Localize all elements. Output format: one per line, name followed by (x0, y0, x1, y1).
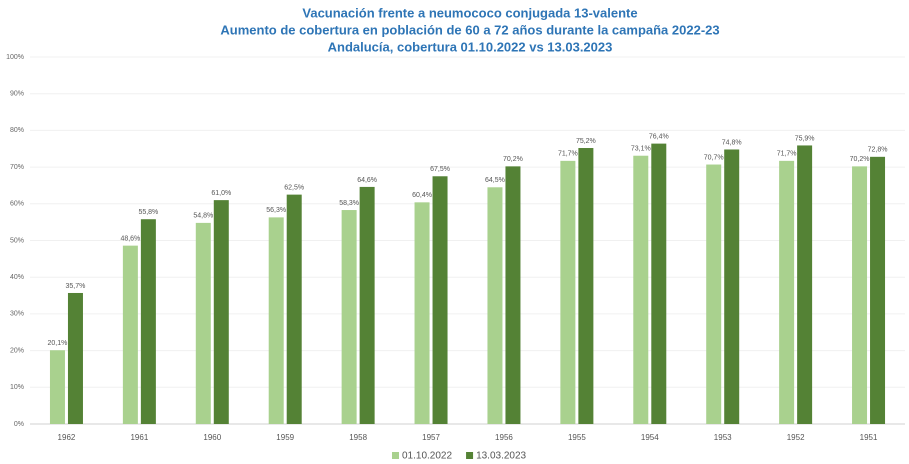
bar (852, 166, 868, 424)
bar (651, 143, 667, 424)
bar (578, 148, 594, 425)
bar (560, 160, 576, 424)
bar (797, 145, 813, 424)
value-label: 20,1% (48, 340, 68, 347)
value-label: 71,7% (558, 151, 578, 158)
value-label: 76,4% (649, 133, 669, 140)
value-label: 48,6% (120, 235, 140, 242)
value-label: 64,6% (357, 177, 377, 184)
y-tick-label: 0% (14, 421, 24, 428)
value-label: 74,8% (722, 139, 742, 146)
y-tick-label: 30% (10, 311, 24, 318)
x-tick-label: 1960 (203, 433, 221, 442)
value-label: 70,7% (704, 154, 724, 161)
x-tick-label: 1958 (349, 433, 367, 442)
legend-swatch (392, 452, 399, 459)
x-tick-label: 1952 (787, 433, 805, 442)
y-tick-label: 40% (10, 274, 24, 281)
y-tick-label: 20% (10, 347, 24, 354)
bar (195, 222, 211, 424)
bar (359, 186, 375, 424)
value-label: 60,4% (412, 192, 432, 199)
value-label: 75,9% (795, 135, 815, 142)
y-tick-label: 80% (10, 127, 24, 134)
value-label: 55,8% (138, 209, 158, 216)
legend-label: 13.03.2023 (476, 451, 526, 462)
x-tick-label: 1951 (860, 433, 878, 442)
bar (487, 187, 503, 424)
chart-title: Aumento de cobertura en población de 60 … (220, 22, 719, 37)
value-label: 71,7% (777, 151, 797, 158)
bar (122, 245, 138, 424)
bar (870, 156, 886, 424)
x-tick-label: 1962 (58, 433, 76, 442)
x-tick-label: 1961 (130, 433, 148, 442)
y-tick-label: 60% (10, 201, 24, 208)
y-tick-label: 90% (10, 91, 24, 98)
bar (432, 176, 448, 424)
chart-title: Andalucía, cobertura 01.10.2022 vs 13.03… (328, 39, 613, 54)
value-label: 75,2% (576, 138, 596, 145)
bar (414, 202, 430, 424)
bar (505, 166, 521, 424)
bar (213, 200, 229, 424)
bar (140, 219, 156, 424)
y-tick-label: 70% (10, 164, 24, 171)
value-label: 73,1% (631, 146, 651, 153)
y-tick-label: 50% (10, 237, 24, 244)
bar (286, 194, 302, 424)
x-tick-label: 1957 (422, 433, 440, 442)
bar (341, 210, 357, 424)
legend-swatch (466, 452, 474, 459)
value-label: 58,3% (339, 200, 359, 207)
y-tick-label: 100% (6, 54, 24, 61)
value-label: 62,5% (284, 184, 304, 191)
bar (67, 292, 83, 424)
value-label: 61,0% (211, 190, 231, 197)
legend-label: 01.10.2022 (402, 451, 452, 462)
bar (706, 164, 722, 424)
bar (633, 155, 649, 424)
bar (724, 149, 740, 424)
x-tick-label: 1959 (276, 433, 294, 442)
chart-title: Vacunación frente a neumococo conjugada … (302, 5, 637, 20)
value-label: 70,2% (850, 156, 870, 163)
x-tick-label: 1953 (714, 433, 732, 442)
bar (268, 217, 284, 424)
y-tick-label: 10% (10, 384, 24, 391)
x-tick-label: 1955 (568, 433, 586, 442)
x-tick-label: 1954 (641, 433, 659, 442)
bar (49, 350, 65, 424)
value-label: 70,2% (503, 156, 523, 163)
x-tick-label: 1956 (495, 433, 513, 442)
value-label: 64,5% (485, 177, 505, 184)
value-label: 35,7% (66, 283, 86, 290)
value-label: 56,3% (266, 207, 286, 214)
value-label: 67,5% (430, 166, 450, 173)
bar (779, 160, 795, 424)
value-label: 72,8% (868, 147, 888, 154)
value-label: 54,8% (193, 213, 213, 220)
